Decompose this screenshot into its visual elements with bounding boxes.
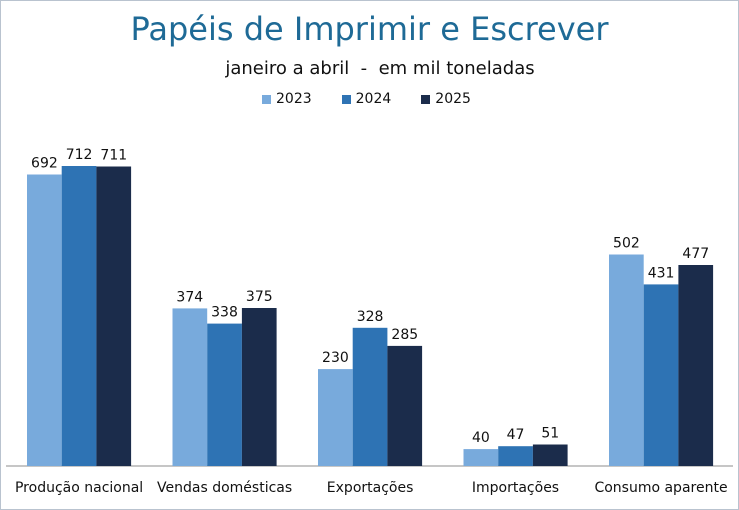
bar-2024-4 [643,284,679,466]
bar-2024-0 [61,166,97,466]
data-label-2024-3: 47 [507,427,525,443]
chart-legend: 2023 2024 2025 [262,90,501,108]
legend-label-2024: 2024 [355,91,392,107]
bar-2024-3 [498,446,533,466]
bar-2023-4 [609,254,644,466]
bar-2025-3 [532,444,568,466]
category-label-2: Exportações [327,480,414,496]
legend-label-2025: 2025 [435,91,471,107]
bar-2025-0 [96,166,132,466]
legend-item-2025: 2025 [421,91,471,107]
data-label-2023-1: 374 [176,289,203,305]
bar-2023-0 [27,174,62,466]
bar-2023-2 [318,369,353,466]
legend-item-2024: 2024 [341,91,392,107]
bar-2023-1 [172,308,208,466]
bar-2025-4 [678,265,714,466]
data-label-2024-2: 328 [357,309,384,325]
data-label-2025-1: 375 [246,289,273,305]
bar-2025-1 [241,308,277,466]
bar-2023-3 [463,449,499,466]
data-label-2025-3: 51 [541,426,559,442]
data-label-2024-4: 431 [648,265,675,281]
data-label-2023-2: 230 [322,350,349,366]
data-label-2025-2: 285 [391,327,418,343]
data-label-2023-4: 502 [613,236,640,252]
data-label-2025-4: 477 [682,246,709,262]
category-label-4: Consumo aparente [594,480,727,496]
category-label-0: Produção nacional [15,480,143,496]
legend-swatch-2024 [341,94,351,104]
data-label-2023-3: 40 [472,430,490,446]
chart-title: Papéis de Imprimir e Escrever [130,10,609,48]
category-label-1: Vendas domésticas [157,480,292,496]
data-label-2024-1: 338 [211,305,238,321]
legend-swatch-2023 [262,94,271,104]
category-label-3: Importações [472,480,559,496]
bar-2025-2 [387,345,423,466]
bar-2024-1 [207,323,242,466]
data-label-2024-0: 712 [66,147,93,163]
legend-item-2023: 2023 [262,91,312,107]
data-label-2023-0: 692 [31,156,58,172]
bar-2024-2 [352,327,388,466]
data-label-2025-0: 711 [100,148,127,164]
legend-label-2023: 2023 [276,91,312,107]
chart-subtitle: janeiro a abril - em mil toneladas [225,58,535,79]
legend-swatch-2025 [421,94,431,104]
